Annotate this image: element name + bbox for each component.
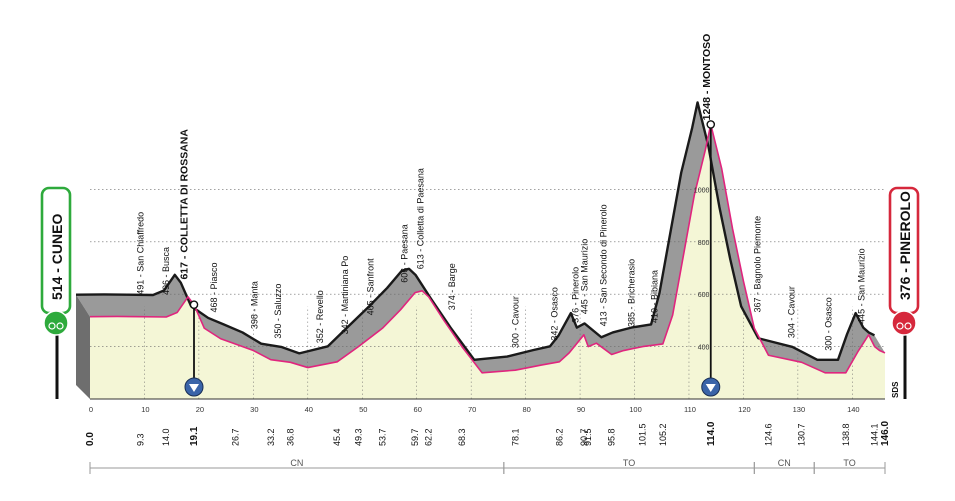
- km-label: 9.3: [136, 433, 146, 446]
- x-tick-label: 140: [847, 405, 860, 414]
- sds-label: SDS: [891, 381, 900, 398]
- bike-wheel-icon: [56, 322, 64, 330]
- place-label: 496 - Busca: [161, 247, 171, 295]
- finish-pinerolo-label: 376 - PINEROLO: [897, 191, 913, 300]
- km-label: 19.1: [189, 426, 200, 446]
- marker-dot: [706, 120, 716, 129]
- province-label: TO: [623, 458, 635, 468]
- profile-side-face: [76, 294, 90, 399]
- km-label: 144.1: [870, 423, 880, 446]
- place-label: 376 - Pinerolo: [571, 267, 581, 323]
- place-label: 606 - Paesana: [400, 224, 410, 283]
- place-label: 374 - Barge: [447, 263, 457, 310]
- place-label: 465 - Sanfront: [365, 258, 375, 316]
- bike-wheel-icon: [48, 322, 56, 330]
- km-label: 138.8: [841, 423, 851, 446]
- x-tick-label: 60: [414, 405, 422, 414]
- place-label: 304 - Cavour: [786, 286, 796, 338]
- sprint-arrow-icon: [705, 384, 716, 392]
- km-label: 33.2: [266, 428, 276, 446]
- km-label: 68.3: [457, 428, 467, 446]
- km-label: 101.5: [638, 423, 648, 446]
- place-label: 468 - Piasco: [209, 263, 219, 313]
- place-label: 342 - Osasco: [549, 287, 559, 341]
- km-label: 105.2: [658, 423, 668, 446]
- place-label: 350 - Saluzzo: [273, 284, 283, 339]
- km-label: 49.3: [353, 428, 363, 446]
- km-label: 45.4: [332, 428, 342, 446]
- y-tick-label: 800: [698, 240, 710, 247]
- y-tick-label: 400: [698, 345, 710, 352]
- place-label: 445 - San Maurizio: [579, 239, 589, 315]
- place-label: 300 - Cavour: [510, 296, 520, 348]
- km-label: 36.8: [285, 428, 295, 446]
- profile-road-line: [89, 123, 886, 374]
- x-tick-label: 110: [684, 405, 696, 414]
- x-tick-label: 40: [305, 405, 313, 414]
- place-label: 410 - Bibiana: [650, 270, 660, 323]
- x-tick-label: 130: [793, 405, 806, 414]
- province-label: TO: [843, 458, 855, 468]
- km-label: 130.7: [797, 423, 807, 446]
- x-tick-label: 120: [738, 405, 751, 414]
- x-tick-label: 70: [468, 405, 476, 414]
- place-label: 445 - San Maurizio: [857, 248, 867, 324]
- x-tick-label: 90: [577, 405, 585, 414]
- place-label: 613 - Colletta di Paesana: [416, 168, 426, 269]
- km-label: 62.2: [424, 428, 434, 446]
- km-label: 90.7: [579, 428, 589, 446]
- km-label: 0.0: [85, 432, 96, 446]
- place-label: 413 - San Secondo di Pinerolo: [598, 204, 608, 326]
- km-label: 91.5: [583, 428, 593, 446]
- km-label: 78.1: [510, 428, 520, 446]
- km-label: 14.0: [161, 428, 171, 446]
- gpm-climb-label: 1248 - MONTOSO: [701, 34, 713, 121]
- place-label: 342 - Martiniana Po: [340, 256, 350, 335]
- bike-wheel-icon: [896, 322, 904, 330]
- x-tick-label: 80: [522, 405, 530, 414]
- km-label: 26.7: [230, 428, 240, 446]
- km-label: 124.6: [763, 423, 773, 446]
- x-tick-label: 100: [629, 405, 642, 414]
- place-label: 352 - Revello: [315, 290, 325, 343]
- marker-dot: [189, 300, 199, 309]
- x-tick-label: 20: [196, 405, 204, 414]
- profile-top-line: [75, 101, 876, 361]
- x-tick-label: 50: [359, 405, 367, 414]
- start-cuneo-icon: [43, 310, 69, 336]
- x-tick-label: 10: [141, 405, 149, 414]
- km-label: 146.0: [880, 421, 891, 446]
- km-label: 86.2: [554, 428, 564, 446]
- profile-area-fill: [90, 124, 885, 399]
- y-tick-label: 600: [698, 292, 710, 299]
- km-label: 95.8: [607, 428, 617, 446]
- sprint-arrow-icon: [189, 384, 200, 392]
- gpm-climb-label: 617 - COLLETTA DI ROSSANA: [179, 129, 191, 280]
- x-tick-label: 0: [89, 405, 93, 414]
- km-label: 53.7: [377, 428, 387, 446]
- place-label: 367 - Bagnolo Piemonte: [753, 216, 763, 313]
- km-label: 59.7: [410, 428, 420, 446]
- place-label: 491 - San Chiaffredo: [136, 212, 146, 295]
- place-label: 300 - Osasco: [823, 297, 833, 351]
- y-tick-label: 1000: [694, 187, 710, 194]
- place-label: 385 - Bricherasio: [626, 259, 636, 327]
- km-label: 114.0: [706, 421, 717, 446]
- province-label: CN: [778, 458, 791, 468]
- place-label: 398 - Manta: [249, 281, 259, 329]
- x-tick-label: 30: [250, 405, 258, 414]
- start-cuneo-label: 514 - CUNEO: [49, 214, 65, 300]
- finish-pinerolo-icon: [891, 310, 917, 336]
- bike-wheel-icon: [904, 322, 912, 330]
- province-label: CN: [290, 458, 303, 468]
